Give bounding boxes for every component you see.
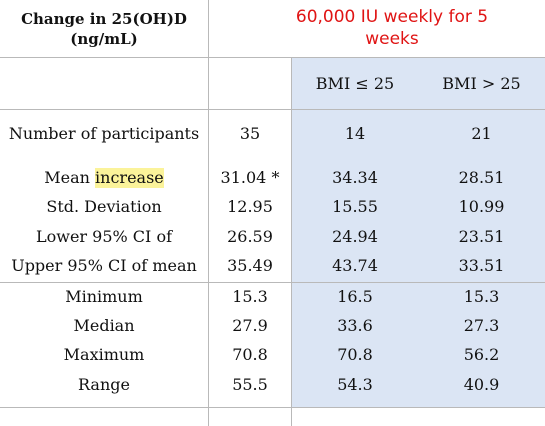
row-label-range: Range: [78, 375, 130, 394]
corner-header: Change in 25(OH)D (ng/mL): [21, 10, 187, 48]
cell-mean-all: 31.04 *: [220, 168, 280, 187]
cell-std-high: 10.99: [458, 197, 505, 216]
cell-maximum-all: 70.8: [232, 345, 268, 364]
cell-lower-ci-high: 23.51: [458, 227, 505, 246]
cell-std-low: 15.55: [332, 197, 378, 216]
cell-upper-ci-high: 33.51: [458, 256, 505, 275]
divider-h4: [0, 407, 545, 408]
cell-mean-high: 28.51: [458, 168, 505, 187]
divider-v1: [208, 0, 209, 426]
cell-range-low: 54.3: [337, 375, 373, 394]
row-label-maximum: Maximum: [63, 345, 145, 364]
cell-range-all: 55.5: [232, 375, 268, 394]
divider-h1: [0, 57, 545, 58]
cell-participants-low: 14: [344, 124, 366, 143]
row-label-mean: Mean increase: [0, 166, 208, 190]
row-label-minimum: Minimum: [65, 287, 143, 306]
cell-median-low: 33.6: [337, 316, 373, 335]
cell-median-high: 27.3: [463, 316, 500, 335]
cell-range-high: 40.9: [463, 375, 500, 394]
divider-v2: [291, 58, 292, 426]
bmi-shaded-region: [292, 58, 545, 408]
cell-lower-ci-all: 26.59: [227, 227, 273, 246]
cell-upper-ci-all: 35.49: [227, 256, 273, 275]
divider-h2: [0, 109, 545, 110]
row-label-upper-ci: Upper 95% CI of mean: [11, 256, 197, 275]
cell-std-all: 12.95: [227, 197, 273, 216]
cell-median-all: 27.9: [232, 316, 268, 335]
row-label-std: Std. Deviation: [46, 197, 162, 216]
row-label-lower-ci: Lower 95% CI of: [35, 227, 172, 246]
row-label-participants: Number of participants: [8, 124, 200, 143]
divider-h3: [0, 282, 545, 283]
cell-maximum-low: 70.8: [337, 345, 373, 364]
col-header-all: [209, 62, 291, 106]
dose-header: 60,000 IU weekly for 5 weeks: [295, 7, 489, 49]
cell-minimum-high: 15.3: [463, 287, 500, 306]
cell-maximum-high: 56.2: [463, 345, 500, 364]
cell-participants-high: 21: [471, 124, 492, 143]
row-label-mean-text: Mean: [44, 168, 96, 187]
cell-upper-ci-low: 43.74: [332, 256, 378, 275]
cell-participants-all: 35: [239, 124, 261, 143]
cell-minimum-all: 15.3: [232, 287, 268, 306]
row-label-median: Median: [73, 316, 135, 335]
cell-minimum-low: 16.5: [337, 287, 373, 306]
cell-mean-low: 34.34: [332, 168, 378, 187]
col-header-bmi-high: BMI > 25: [442, 74, 521, 93]
cell-lower-ci-low: 24.94: [332, 227, 378, 246]
col-header-bmi-low: BMI ≤ 25: [315, 74, 395, 93]
highlighted-word: increase: [95, 168, 164, 188]
